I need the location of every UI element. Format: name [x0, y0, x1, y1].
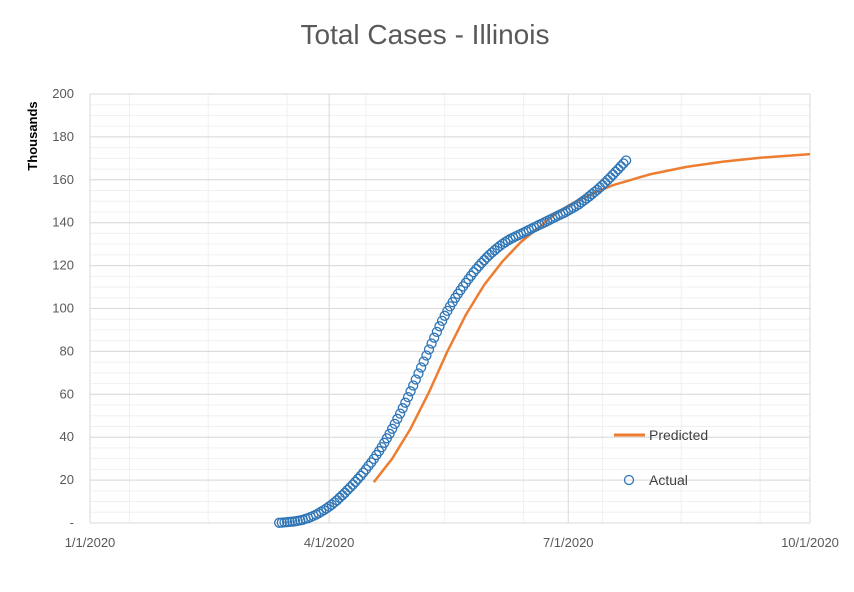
- actual-point: [565, 203, 577, 215]
- actual-point: [347, 479, 358, 490]
- actual-point: [394, 408, 406, 419]
- y-tick-label: 80: [60, 343, 74, 358]
- y-tick-label: 60: [60, 386, 74, 401]
- actual-point: [468, 267, 479, 278]
- actual-point: [337, 490, 348, 501]
- actual-point: [434, 321, 445, 332]
- predicted-line: [372, 152, 811, 483]
- actual-point: [405, 386, 416, 397]
- y-tick-label: 100: [52, 301, 74, 316]
- actual-point: [342, 484, 353, 496]
- legend-actual-swatch: [623, 474, 635, 486]
- x-tick-labels: 1/1/2020 4/1/2020 7/1/2020 10/1/2020: [65, 535, 839, 550]
- actual-point: [397, 403, 408, 414]
- actual-point: [316, 506, 327, 517]
- actual-point: [494, 240, 506, 252]
- actual-point: [568, 202, 579, 213]
- actual-point: [387, 423, 398, 434]
- y-axis-label: Thousands: [25, 101, 40, 170]
- actual-point: [339, 487, 351, 498]
- actual-point: [413, 368, 424, 379]
- x-tick-label: 4/1/2020: [304, 535, 355, 550]
- actual-point: [358, 467, 369, 478]
- actual-point: [344, 482, 356, 493]
- actual-point: [418, 356, 429, 367]
- x-tick-label: 7/1/2020: [543, 535, 594, 550]
- x-tick-label: 1/1/2020: [65, 535, 116, 550]
- actual-point: [473, 260, 485, 272]
- actual-point: [576, 197, 587, 208]
- actual-point: [352, 473, 364, 484]
- y-tick-label: 180: [52, 129, 74, 144]
- actual-point: [615, 161, 626, 172]
- actual-point: [618, 158, 629, 169]
- actual-point: [563, 205, 574, 216]
- y-tick-labels: - 20 40 60 80 100 120 140 160 180 200: [52, 86, 74, 530]
- actual-point: [410, 374, 421, 385]
- actual-point: [607, 169, 619, 180]
- actual-point: [465, 270, 477, 281]
- actual-point: [321, 503, 332, 514]
- actual-point: [423, 344, 435, 355]
- actual-point: [318, 504, 330, 516]
- actual-point: [479, 255, 490, 266]
- y-tick-label: -: [70, 515, 74, 530]
- actual-point: [560, 206, 571, 218]
- actual-point: [355, 470, 366, 481]
- legend-predicted-label: Predicted: [649, 427, 708, 443]
- actual-point: [502, 235, 513, 246]
- actual-point: [313, 508, 324, 519]
- actual-point: [476, 257, 487, 269]
- y-tick-label: 160: [52, 172, 74, 187]
- actual-point: [408, 380, 419, 391]
- y-tick-label: 120: [52, 258, 74, 273]
- y-tick-label: 40: [60, 429, 74, 444]
- y-tick-label: 140: [52, 215, 74, 230]
- actual-point: [599, 177, 611, 188]
- actual-point: [605, 172, 616, 183]
- actual-point: [497, 238, 508, 250]
- actual-point: [431, 326, 443, 338]
- actual-point: [597, 180, 608, 191]
- actual-point: [384, 428, 395, 439]
- actual-point: [602, 174, 613, 186]
- actual-point: [439, 310, 450, 321]
- y-tick-label: 20: [60, 472, 74, 487]
- legend: Predicted Actual: [614, 427, 708, 488]
- y-tick-label: 200: [52, 86, 74, 101]
- actual-point: [421, 350, 432, 361]
- actual-point: [363, 460, 374, 472]
- x-tick-label: 10/1/2020: [781, 535, 839, 550]
- major-gridlines: [89, 93, 811, 524]
- actual-point: [402, 391, 414, 403]
- actual-point: [429, 332, 440, 343]
- actual-point: [392, 413, 403, 424]
- actual-point: [350, 476, 361, 487]
- actual-point: [471, 263, 482, 275]
- actual-point: [610, 166, 621, 178]
- actual-point: [436, 315, 448, 327]
- actual-point: [463, 273, 474, 285]
- actual-point: [500, 237, 511, 248]
- actual-point: [400, 397, 411, 408]
- actual-point: [570, 200, 582, 212]
- actual-point: [426, 338, 437, 349]
- actual-point: [389, 418, 400, 430]
- predicted-series: [372, 152, 811, 483]
- actual-point: [620, 155, 632, 166]
- actual-point: [613, 163, 624, 175]
- actual-point: [415, 362, 427, 373]
- actual-point: [481, 252, 492, 263]
- legend-actual-label: Actual: [649, 472, 688, 488]
- actual-point: [360, 464, 372, 475]
- chart-title: Total Cases - Illinois: [301, 19, 550, 50]
- actual-series: [274, 155, 632, 528]
